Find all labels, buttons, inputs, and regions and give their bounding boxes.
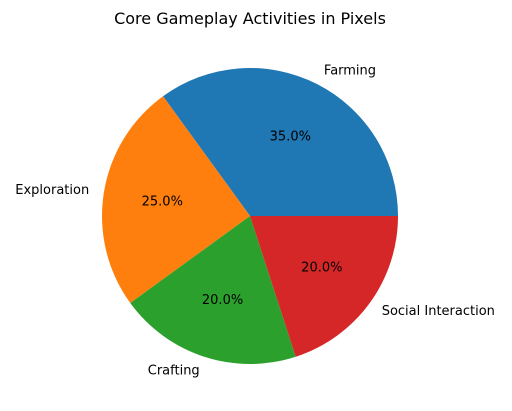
pie-slice-farming: [163, 68, 399, 216]
pie-label-farming: Farming: [324, 63, 376, 78]
chart-title: Core Gameplay Activities in Pixels: [114, 9, 386, 28]
pie-percent-farming: 35.0%: [270, 129, 311, 144]
pie-slice-social-interaction: [250, 216, 398, 357]
pie-percent-social-interaction: 20.0%: [301, 261, 342, 276]
pie-label-exploration: Exploration: [15, 183, 89, 198]
pie-percent-exploration: 25.0%: [142, 195, 183, 210]
pie-percent-crafting: 20.0%: [202, 293, 243, 308]
pie-slices: [101, 68, 399, 364]
pie-labels: Farming 35.0% Exploration 25.0% Crafting 20.0…: [15, 63, 495, 378]
pie-label-social-interaction: Social Interaction: [382, 304, 495, 319]
pie-label-crafting: Crafting: [148, 363, 200, 378]
pie-slice-exploration: [101, 96, 250, 303]
pie-slice-crafting: [130, 216, 296, 364]
